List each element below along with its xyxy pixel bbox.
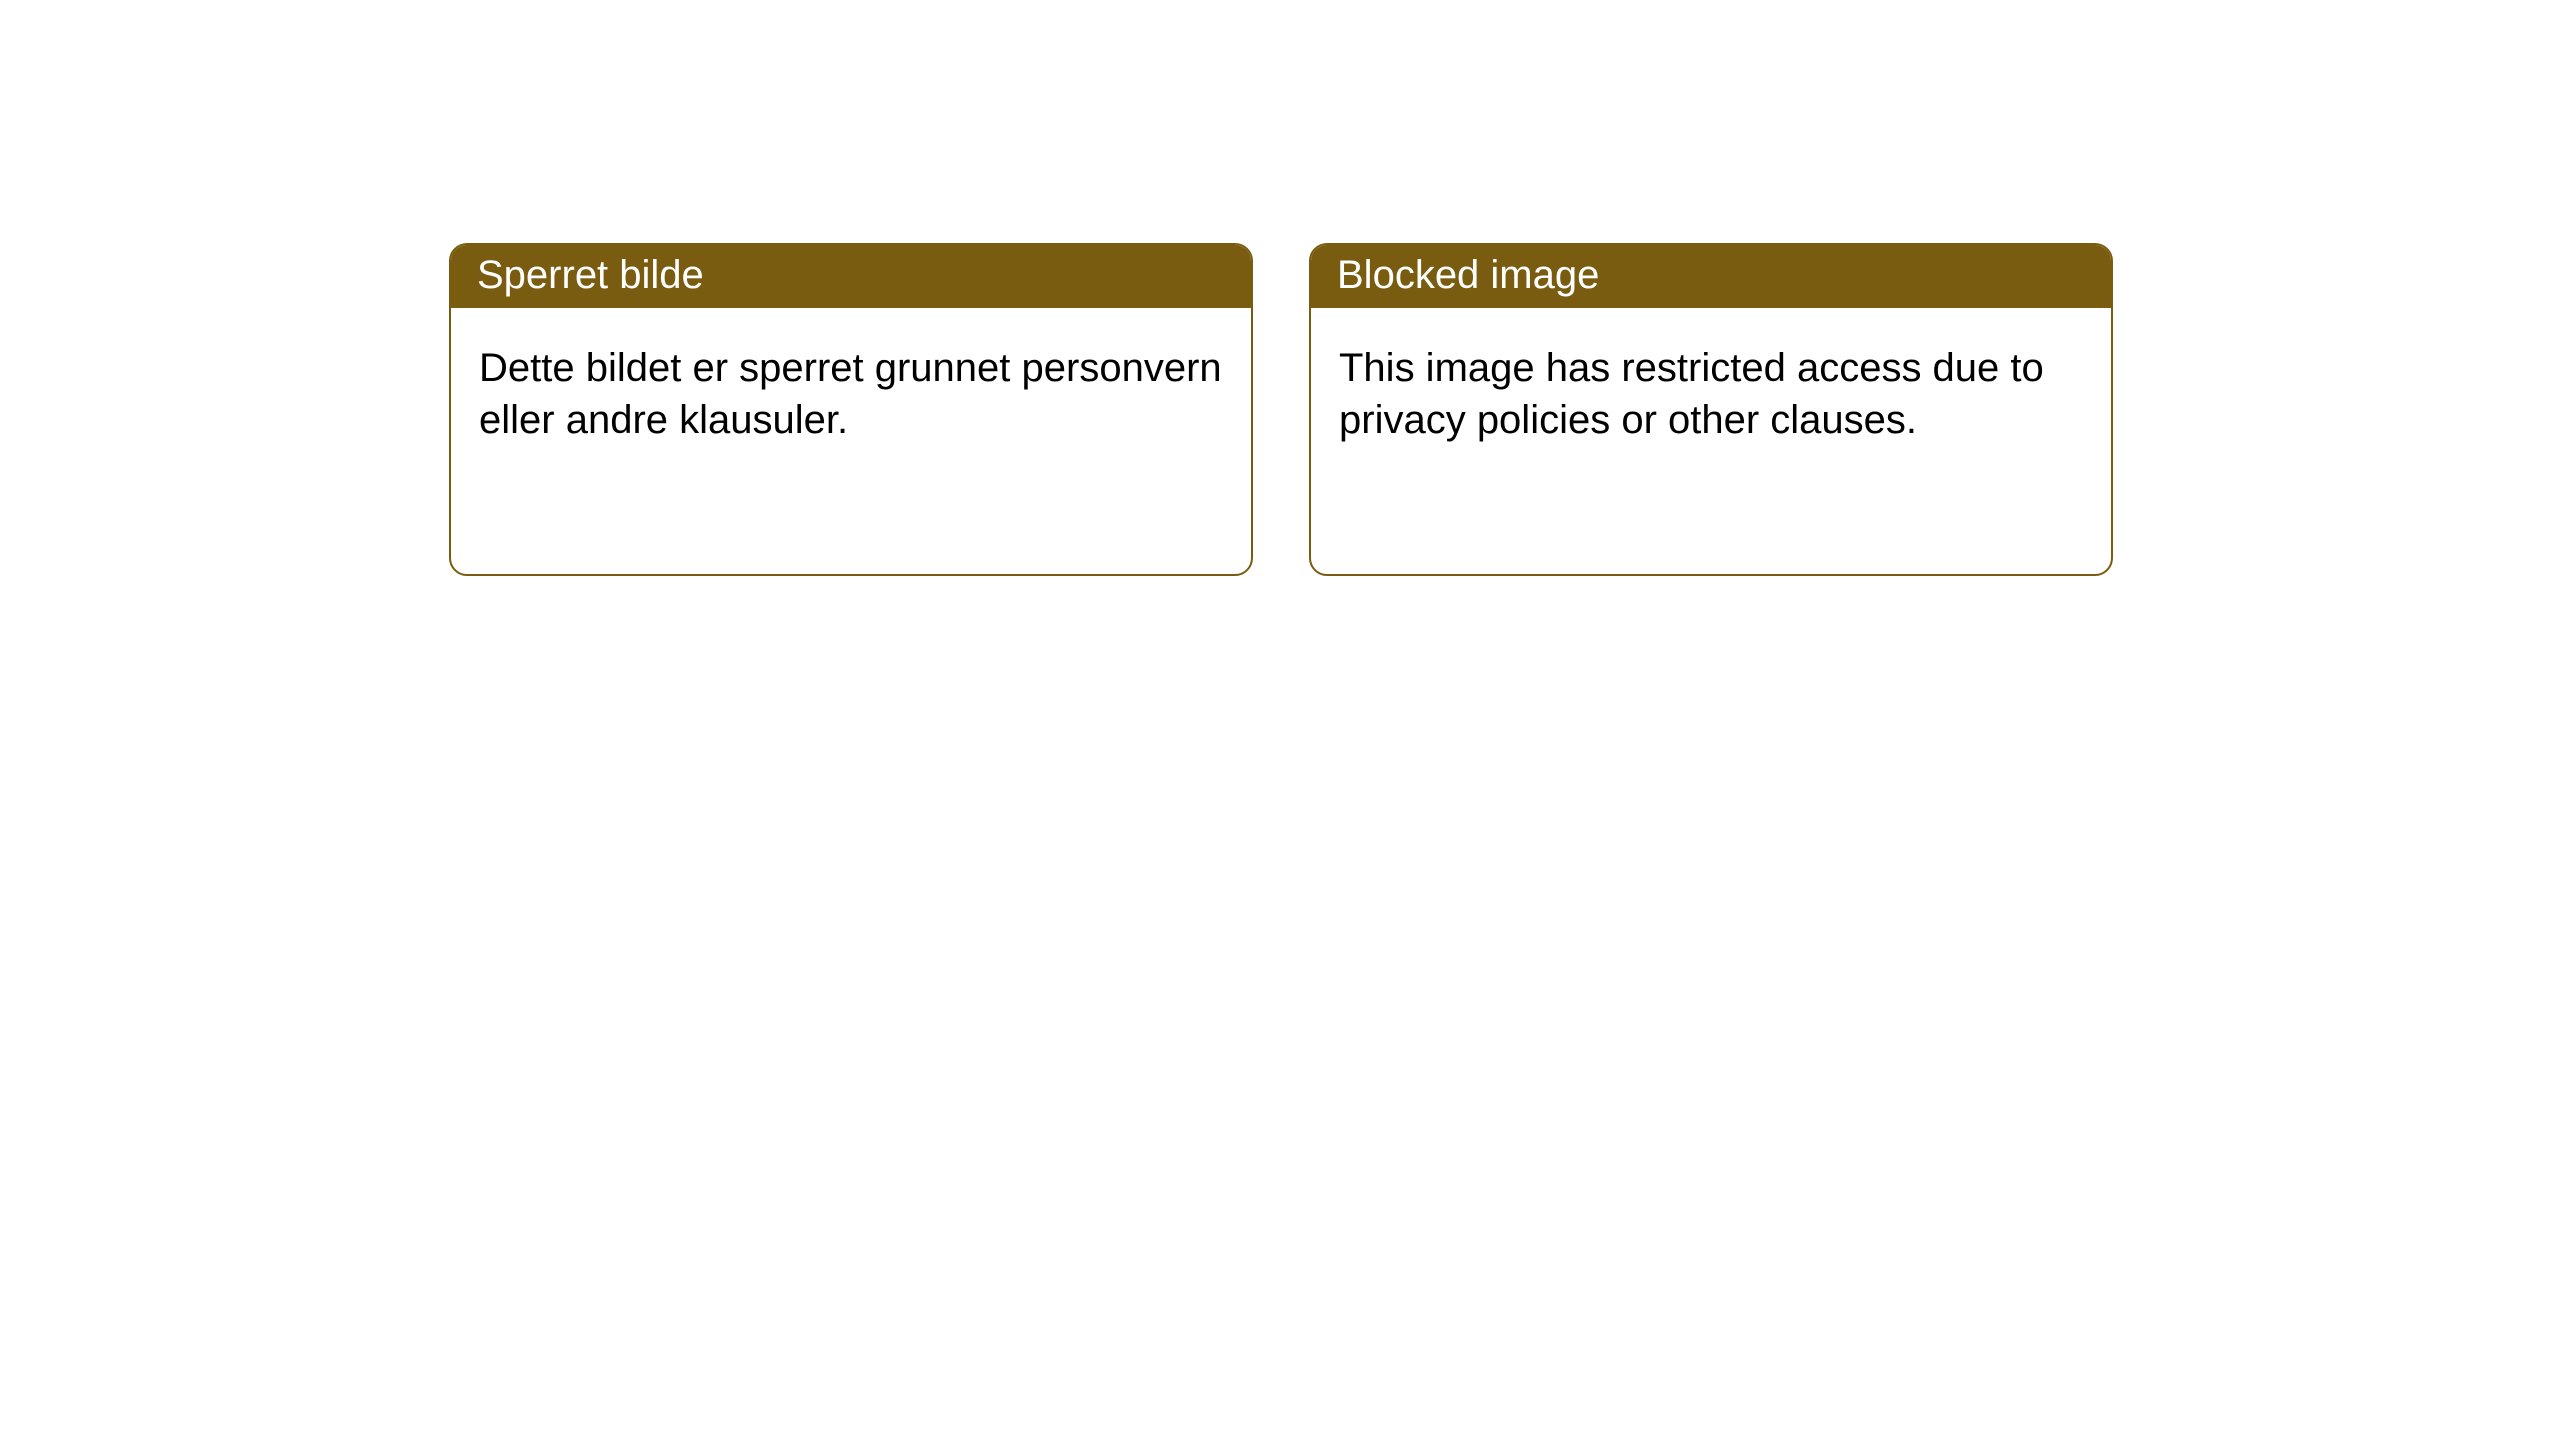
notice-body-norwegian: Dette bildet er sperret grunnet personve…	[451, 308, 1251, 480]
notice-row: Sperret bilde Dette bildet er sperret gr…	[0, 0, 2560, 576]
notice-title-english: Blocked image	[1311, 245, 2111, 308]
notice-body-english: This image has restricted access due to …	[1311, 308, 2111, 480]
notice-title-norwegian: Sperret bilde	[451, 245, 1251, 308]
notice-card-norwegian: Sperret bilde Dette bildet er sperret gr…	[449, 243, 1253, 576]
notice-card-english: Blocked image This image has restricted …	[1309, 243, 2113, 576]
